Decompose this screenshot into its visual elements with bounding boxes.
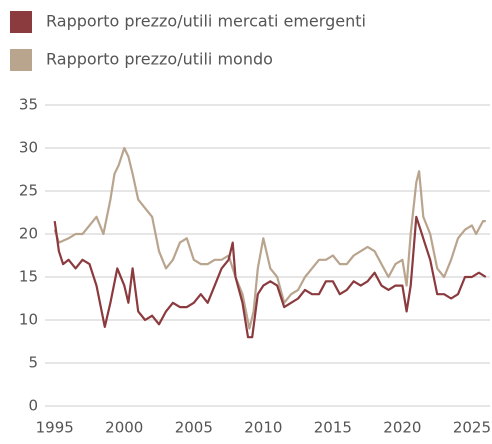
y-tick-label: 10	[19, 311, 38, 329]
line	[53, 215, 487, 339]
y-tick-label: 15	[19, 268, 38, 286]
legend-label: Rapporto prezzo/utili mercati emergenti	[46, 12, 366, 31]
y-tick-label: 20	[19, 225, 38, 243]
legend-label: Rapporto prezzo/utili mondo	[46, 50, 273, 69]
line	[53, 146, 486, 330]
x-tick-label: 2015	[314, 419, 352, 437]
x-tick-label: 2020	[383, 419, 421, 437]
legend-swatch	[10, 11, 32, 33]
x-tick-label: 2005	[175, 419, 213, 437]
y-tick-label: 30	[19, 139, 38, 157]
y-tick-label: 25	[19, 182, 38, 200]
y-tick-label: 35	[19, 96, 38, 114]
x-tick-label: 1995	[36, 419, 74, 437]
y-tick-label: 0	[28, 397, 38, 415]
y-tick-label: 5	[28, 354, 38, 372]
legend-swatch	[10, 49, 32, 71]
x-tick-label: 2010	[244, 419, 282, 437]
x-tick-label: 2025	[453, 419, 491, 437]
x-tick-label: 2000	[105, 419, 143, 437]
